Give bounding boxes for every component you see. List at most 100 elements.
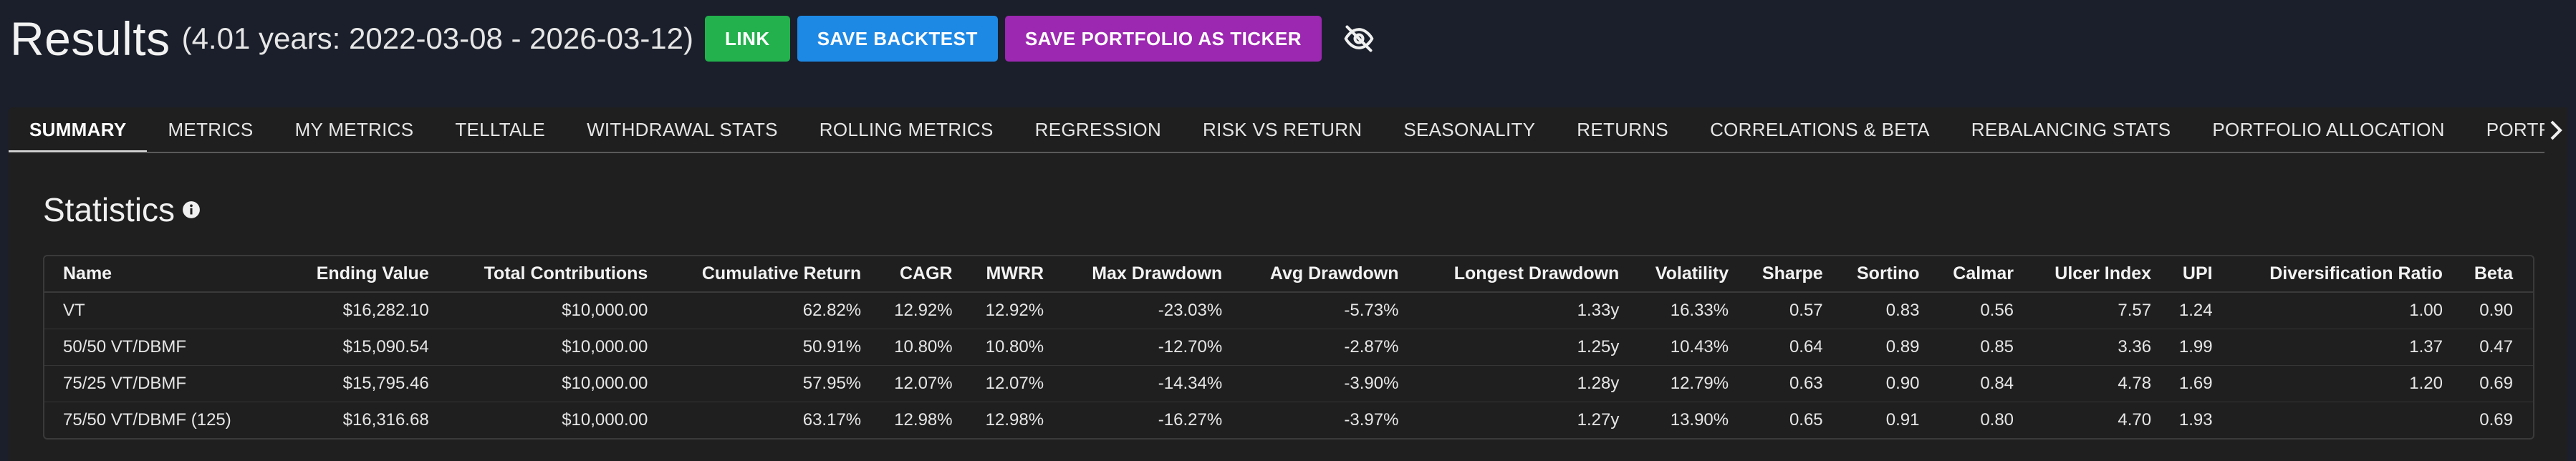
table-cell: 50.91% <box>656 329 870 366</box>
table-cell: 0.65 <box>1789 409 1823 430</box>
save-portfolio-as-ticker-button[interactable]: SAVE PORTFOLIO AS TICKER <box>1004 16 1322 62</box>
column-header[interactable]: Diversification Ratio <box>2221 256 2451 293</box>
table-cell <box>2221 402 2451 438</box>
table-cell: $15,795.46 <box>280 365 438 402</box>
table-cell: -23.03% <box>1052 292 1231 329</box>
column-header[interactable]: Sortino <box>1831 256 1928 293</box>
table-cell: 10.80% <box>870 329 961 366</box>
table-cell: 4.78 <box>2022 365 2161 402</box>
tab-withdrawal-stats[interactable]: WITHDRAWAL STATS <box>587 118 778 140</box>
table-cell: $10,000.00 <box>437 292 657 329</box>
tab-regression[interactable]: REGRESSION <box>1034 118 1162 140</box>
column-header[interactable]: Longest Drawdown <box>1407 256 1628 293</box>
table-cell: 0.90 <box>2451 292 2533 329</box>
column-header[interactable]: Sharpe <box>1737 256 1832 293</box>
table-cell: -2.87% <box>1231 329 1408 366</box>
tab-returns[interactable]: RETURNS <box>1577 118 1669 140</box>
tab-portfolio-pies[interactable]: PORTFOLIO PIES <box>2486 118 2544 140</box>
column-header[interactable]: Avg Drawdown <box>1231 256 1408 293</box>
table-cell: 63.17% <box>802 409 862 430</box>
table-cell: 10.43% <box>1628 329 1738 366</box>
table-cell: 1.93 <box>2178 409 2213 430</box>
date-range-subtitle: (4.01 years: 2022-03-08 - 2026-03-12) <box>181 21 694 55</box>
tab-rolling-metrics[interactable]: ROLLING METRICS <box>819 118 994 140</box>
portfolio-name-cell: 75/50 VT/DBMF (125) <box>63 409 231 430</box>
save-backtest-button[interactable]: SAVE BACKTEST <box>797 16 998 62</box>
column-header[interactable]: CAGR <box>870 256 961 293</box>
table-cell: 0.69 <box>2479 409 2513 430</box>
page-title: Results <box>10 12 170 65</box>
table-cell: 12.98% <box>985 409 1044 430</box>
statistics-table-container: Name Ending Value Total Contributions Cumul… <box>43 255 2534 440</box>
table-cell: 4.70 <box>2118 409 2152 430</box>
tab-rebalancing-stats[interactable]: REBALANCING STATS <box>1971 118 2171 140</box>
tab-risk-vs-return[interactable]: RISK VS RETURN <box>1203 118 1363 140</box>
table-cell: $16,282.10 <box>280 292 438 329</box>
column-header[interactable]: Cumulative Return <box>656 256 870 293</box>
column-header[interactable]: Ending Value <box>280 256 438 293</box>
column-header[interactable]: MWRR <box>961 256 1053 293</box>
table-cell: $16,316.68 <box>342 409 429 430</box>
table-cell: -3.90% <box>1231 365 1408 402</box>
column-header[interactable]: UPI <box>2160 256 2221 293</box>
table-cell: 1.99 <box>2160 329 2221 366</box>
table-cell: 1.33y <box>1407 292 1628 329</box>
tab-correlations-beta[interactable]: CORRELATIONS & BETA <box>1710 118 1930 140</box>
table-cell: $10,000.00 <box>437 329 657 366</box>
column-header[interactable]: Total Contributions <box>437 256 657 293</box>
tab-portfolio-allocation[interactable]: PORTFOLIO ALLOCATION <box>2212 118 2445 140</box>
table-cell: 1.20 <box>2221 365 2451 402</box>
eye-slash-icon[interactable] <box>1337 17 1380 60</box>
table-cell: -14.34% <box>1052 365 1231 402</box>
tab-telltale[interactable]: TELLTALE <box>455 118 546 140</box>
table-header-row: Name Ending Value Total Contributions Cumul… <box>44 256 2533 293</box>
table-cell: $10,000.00 <box>562 409 648 430</box>
column-header[interactable]: Max Drawdown <box>1052 256 1231 293</box>
table-cell: 62.82% <box>656 292 870 329</box>
table-cell: 0.69 <box>2451 365 2533 402</box>
table-cell: 0.83 <box>1831 292 1928 329</box>
table-cell: -16.27% <box>1158 409 1223 430</box>
tab-summary[interactable]: SUMMARY <box>9 107 148 152</box>
table-cell: 0.90 <box>1831 365 1928 402</box>
table-cell: 1.69 <box>2160 365 2221 402</box>
column-header[interactable]: Name <box>44 256 281 293</box>
results-tabs: SUMMARY METRICS MY METRICS TELLTALE WITHDRAW… <box>9 107 2544 153</box>
table-cell: -12.70% <box>1052 329 1231 366</box>
table-cell: 7.57 <box>2022 292 2161 329</box>
table-cell: 1.25y <box>1407 329 1628 366</box>
statistics-table: Name Ending Value Total Contributions Cumul… <box>44 256 2533 438</box>
info-icon[interactable] <box>182 200 201 219</box>
tabs-scroll-right-icon[interactable] <box>2544 107 2567 153</box>
column-header[interactable]: Calmar <box>1928 256 2023 293</box>
table-row: 75/25 VT/DBMF $15,795.46 $10,000.00 57.95% 1… <box>44 365 2533 402</box>
results-panel: SUMMARY METRICS MY METRICS TELLTALE WITHDRAW… <box>9 107 2567 461</box>
column-header[interactable]: Beta <box>2451 256 2533 293</box>
table-cell: -5.73% <box>1231 292 1408 329</box>
statistics-heading: Statistics <box>43 190 201 229</box>
table-cell: 0.85 <box>1928 329 2023 366</box>
table-cell: 13.90% <box>1670 409 1729 430</box>
portfolio-name-cell: 50/50 VT/DBMF <box>44 329 281 366</box>
table-cell: 0.91 <box>1885 409 1920 430</box>
table-cell: 0.63 <box>1737 365 1832 402</box>
portfolio-name-cell: 75/25 VT/DBMF <box>44 365 281 402</box>
table-cell: 1.24 <box>2160 292 2221 329</box>
column-header[interactable]: Ulcer Index <box>2022 256 2161 293</box>
table-cell: 1.00 <box>2221 292 2451 329</box>
table-row: VT $16,282.10 $10,000.00 62.82% 12.92% 12.92%… <box>44 292 2533 329</box>
table-cell: 0.80 <box>1980 409 2014 430</box>
table-cell: 12.92% <box>870 292 961 329</box>
table-cell: -3.97% <box>1344 409 1399 430</box>
column-header[interactable]: Volatility <box>1628 256 1738 293</box>
table-cell: 0.57 <box>1737 292 1832 329</box>
table-cell: 1.28y <box>1407 365 1628 402</box>
table-cell: 12.79% <box>1628 365 1738 402</box>
table-cell: 1.37 <box>2221 329 2451 366</box>
tab-seasonality[interactable]: SEASONALITY <box>1403 118 1536 140</box>
table-cell: 0.89 <box>1831 329 1928 366</box>
tab-metrics[interactable]: METRICS <box>168 118 254 140</box>
table-cell: 12.07% <box>870 365 961 402</box>
link-button[interactable]: LINK <box>705 16 790 62</box>
tab-my-metrics[interactable]: MY METRICS <box>294 118 414 140</box>
